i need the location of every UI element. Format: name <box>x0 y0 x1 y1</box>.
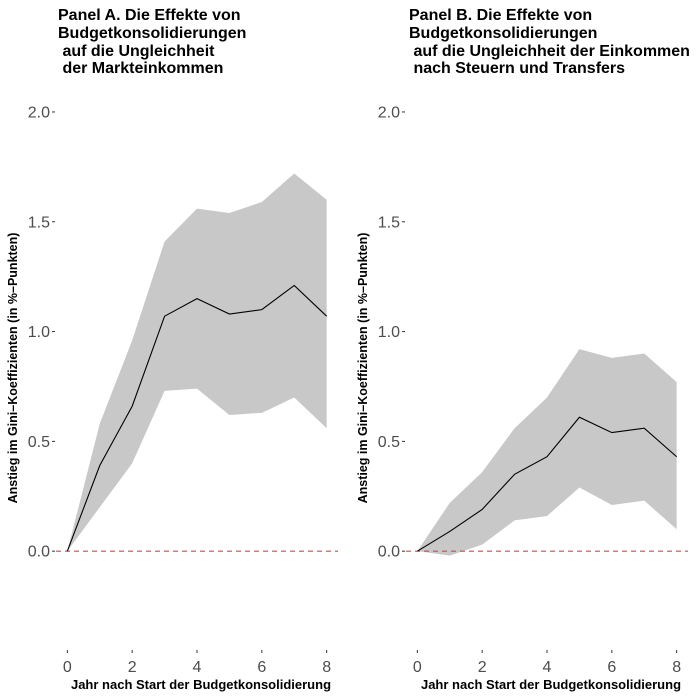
panel-b-x-tick-label: 0 <box>413 659 422 676</box>
panel-a-x-tick-label: 8 <box>322 659 331 676</box>
panel-b-estimate-line <box>417 416 678 552</box>
panel-b-y-tick-label: 0.5 <box>378 434 400 451</box>
panel-b-x-tick-label: 6 <box>607 659 616 676</box>
panel-a-y-axis-label: Anstieg im Gini–Koeffizienten (in %–Punk… <box>6 233 20 504</box>
panel-b-title-line-2: Budgetkonsolidierungen <box>409 25 597 42</box>
panel-a-x-tick-label: 0 <box>63 659 72 676</box>
panel-a-title-line-2: Budgetkonsolidierungen <box>58 25 246 42</box>
panel-a-y-tick-label: 1.5 <box>28 214 50 231</box>
panel-b-title: Panel B. Die Effekte von Budgetkonsolidi… <box>409 7 690 77</box>
panel-a-title-line-4: der Markteinkommen <box>58 60 223 77</box>
panel-b-x-tick-label: 4 <box>543 659 552 676</box>
panel-a-y-tick-label: 0.0 <box>28 544 50 561</box>
panel-a-title-line-1: Panel A. Die Effekte von <box>58 7 241 24</box>
panel-b-x-tick-label: 8 <box>672 659 681 676</box>
panel-b-confidence-band <box>417 349 677 556</box>
panel-a-y-tick-label: 2.0 <box>28 104 50 121</box>
panel-b-x-axis-label: Jahr nach Start der Budgetkonsolidierung <box>421 677 681 692</box>
panel-b-y-tick-label: 0.0 <box>378 544 400 561</box>
panel-b-title-line-1: Panel B. Die Effekte von <box>409 7 592 24</box>
panel-a-estimate-line <box>66 284 328 552</box>
panel-b-x-tick-label: 2 <box>478 659 487 676</box>
panel-a-x-axis-label: Jahr nach Start der Budgetkonsolidierung <box>71 677 331 692</box>
panel-b: Panel B. Die Effekte von Budgetkonsolidi… <box>356 7 690 692</box>
panel-a-y-tick-label: 1.0 <box>28 324 50 341</box>
panel-a-x-tick-label: 6 <box>257 659 266 676</box>
panel-a: Panel A. Die Effekte von Budgetkonsolidi… <box>6 7 338 692</box>
panel-a-title: Panel A. Die Effekte von Budgetkonsolidi… <box>58 7 246 77</box>
panel-a-title-line-3: auf die Ungleichheit <box>58 43 215 60</box>
panel-a-y-tick-label: 0.5 <box>28 434 50 451</box>
panel-a-x-tick-label: 2 <box>128 659 137 676</box>
panel-a-plot: 0.0 0.5 1.0 1.5 2.0 0 2 4 6 8 <box>28 104 338 676</box>
panel-b-y-tick-label: 1.5 <box>378 214 400 231</box>
panel-a-x-tick-label: 4 <box>193 659 202 676</box>
panel-a-confidence-band <box>67 173 327 552</box>
panel-b-y-tick-label: 1.0 <box>378 324 400 341</box>
panel-b-title-line-4: nach Steuern und Transfers <box>409 60 625 77</box>
panel-b-y-tick-label: 2.0 <box>378 104 400 121</box>
panel-b-title-line-3: auf die Ungleichheit der Einkommen <box>409 43 690 60</box>
panel-b-plot: 0.0 0.5 1.0 1.5 2.0 0 2 4 6 8 <box>378 104 688 676</box>
panel-b-y-axis-label: Anstieg im Gini–Koeffizienten (in %–Punk… <box>356 233 370 504</box>
